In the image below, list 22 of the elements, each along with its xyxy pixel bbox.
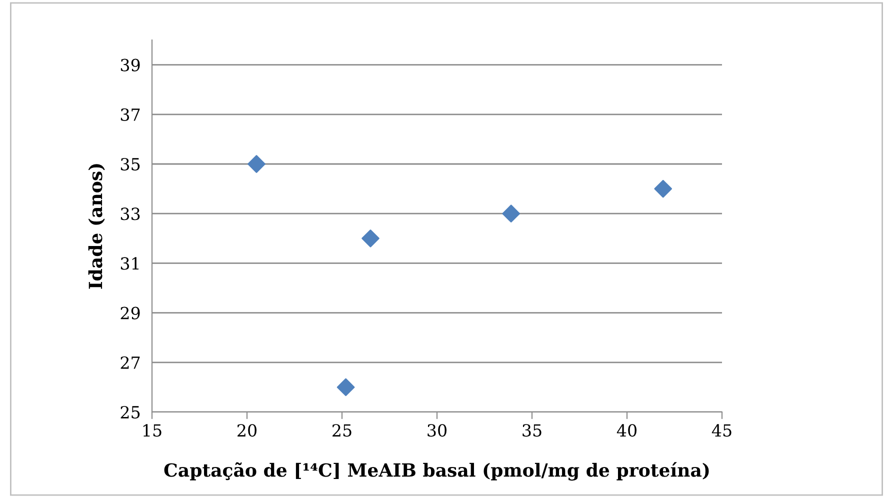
y-axis-title: Idade (anos) xyxy=(88,164,105,289)
point xyxy=(654,180,672,198)
y-tick-label: 27 xyxy=(120,356,140,369)
x-tick-label: 25 xyxy=(332,424,352,437)
y-tick-label: 25 xyxy=(120,406,140,419)
x-tick-label: 20 xyxy=(238,424,256,437)
x-axis-title: Captação de [¹⁴C] MeAIB basal (pmol/mg de proteína) xyxy=(164,462,709,481)
x-tick-label: 15 xyxy=(143,424,162,437)
y-tick-label: 37 xyxy=(120,108,140,121)
x-tick-label: 40 xyxy=(616,424,636,437)
y-tick-label: 39 xyxy=(120,58,140,72)
x-tick-label: 30 xyxy=(428,424,446,437)
point xyxy=(248,155,266,173)
point xyxy=(336,378,355,396)
point xyxy=(502,204,520,223)
y-tick-label: 35 xyxy=(120,158,140,171)
x-tick-label: 45 xyxy=(712,424,732,437)
point xyxy=(362,229,380,248)
y-tick-label: 29 xyxy=(120,306,140,320)
y-tick-label: 33 xyxy=(120,208,140,220)
x-tick-label: 35 xyxy=(522,424,542,437)
y-tick-label: 31 xyxy=(120,257,139,270)
